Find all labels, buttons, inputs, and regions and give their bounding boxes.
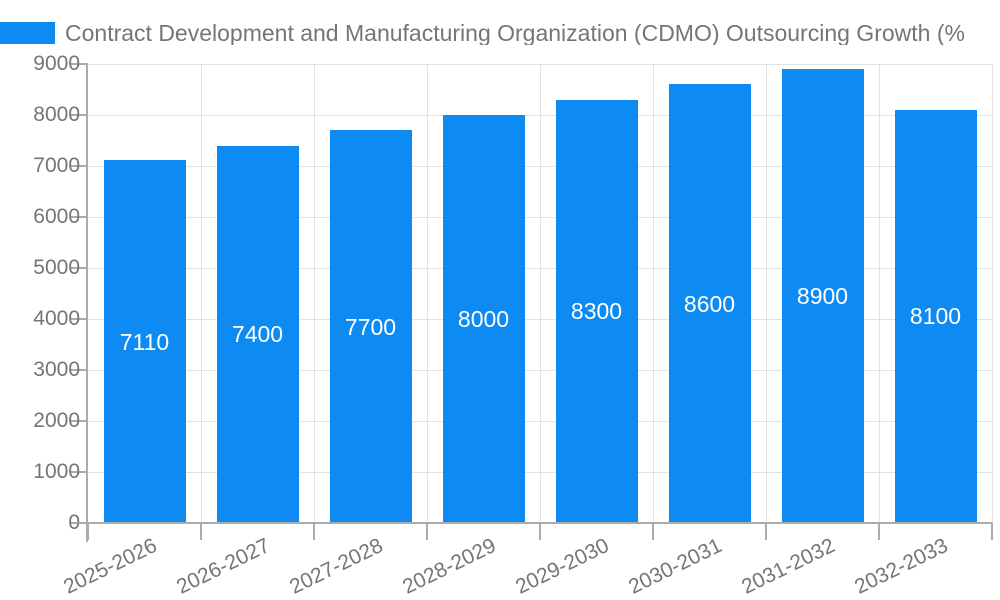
x-axis-category-label: 2025-2026 — [60, 534, 161, 599]
bar-value-label: 8300 — [570, 298, 623, 325]
bar[interactable] — [103, 160, 186, 523]
y-axis-tick — [70, 420, 88, 422]
bar-value-label: 7110 — [119, 328, 170, 355]
bar-value-label: 8600 — [683, 290, 736, 317]
x-axis-tick — [539, 523, 541, 540]
chart-legend[interactable]: Contract Development and Manufacturing O… — [0, 21, 1000, 45]
bar-value-label: 8900 — [796, 283, 849, 310]
bar-value-label: 7400 — [231, 321, 284, 348]
y-axis-tick-label: 9000 — [33, 52, 80, 75]
gridline-vertical — [765, 64, 767, 523]
x-axis-tick — [313, 523, 315, 540]
gridline-vertical — [991, 64, 993, 523]
y-axis-tick-label: 3000 — [33, 358, 80, 381]
bar[interactable] — [329, 130, 412, 523]
gridline-vertical — [426, 64, 428, 523]
y-axis-tick-label: 0 — [68, 511, 80, 534]
y-axis-tick — [70, 369, 88, 371]
bar[interactable] — [442, 115, 525, 523]
x-axis-tick — [991, 523, 993, 540]
x-axis-tick — [426, 523, 428, 540]
y-axis-tick-label: 5000 — [33, 256, 80, 279]
bar[interactable] — [555, 99, 638, 523]
y-axis-tick — [70, 471, 88, 473]
bar[interactable] — [894, 109, 977, 523]
y-axis-line — [86, 64, 88, 542]
bar-value-label: 8000 — [457, 306, 510, 332]
y-axis-tick-label: 4000 — [33, 307, 80, 330]
x-axis-category-label: 2030-2031 — [625, 534, 726, 599]
x-axis-category-label: 2029-2030 — [512, 534, 613, 599]
y-axis-tick — [70, 318, 88, 320]
bar[interactable] — [216, 145, 299, 523]
y-axis-tick — [70, 63, 88, 65]
x-axis-category-label: 2032-2033 — [851, 534, 952, 599]
x-axis-tick — [878, 523, 880, 540]
y-axis-tick-label: 6000 — [33, 205, 80, 228]
x-axis-category-label: 2031-2032 — [738, 534, 839, 599]
bar[interactable] — [781, 69, 864, 523]
y-axis-tick-label: 2000 — [33, 409, 80, 432]
y-axis-tick-label: 1000 — [33, 460, 80, 483]
y-axis-tick — [70, 114, 88, 116]
legend-series-swatch-icon — [0, 22, 55, 44]
x-axis-tick — [87, 523, 89, 540]
y-axis-tick-label: 8000 — [33, 103, 80, 126]
bar-value-label: 8100 — [909, 303, 962, 330]
x-axis-category-label: 2028-2029 — [399, 534, 500, 599]
x-axis-tick — [652, 523, 654, 540]
y-axis-tick-label: 7000 — [33, 154, 80, 177]
gridline-vertical — [539, 64, 541, 523]
chart-title: Contract Development and Manufacturing O… — [65, 21, 965, 45]
x-axis-tick — [200, 523, 202, 540]
gridline-vertical — [313, 64, 315, 523]
y-axis-tick — [70, 267, 88, 269]
gridline-vertical — [200, 64, 202, 523]
y-axis-tick — [70, 216, 88, 218]
x-axis-tick — [765, 523, 767, 540]
x-axis-category-label: 2027-2028 — [286, 534, 387, 599]
gridline-vertical — [652, 64, 654, 523]
y-axis-tick — [70, 165, 88, 167]
bar-value-label: 7700 — [344, 313, 397, 340]
bar[interactable] — [668, 84, 751, 523]
x-axis-line — [78, 521, 992, 524]
x-axis-category-label: 2026-2027 — [173, 534, 274, 599]
gridline-vertical — [878, 64, 880, 523]
